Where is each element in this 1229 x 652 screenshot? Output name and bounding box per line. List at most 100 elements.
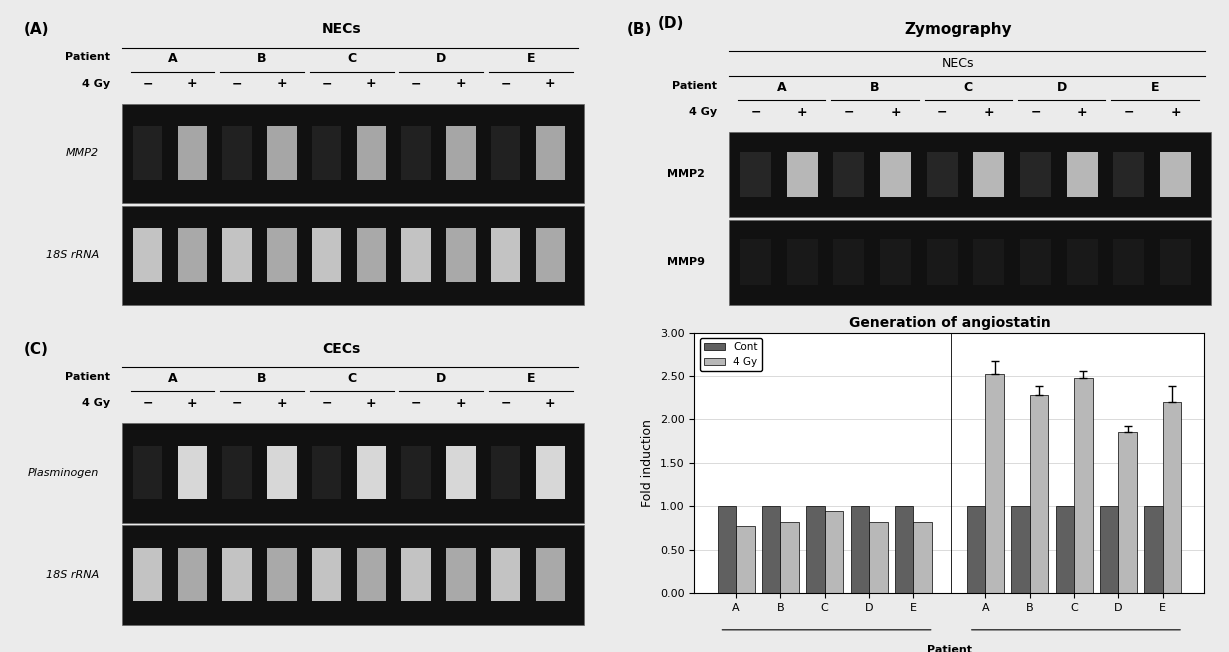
Bar — [825, 511, 843, 593]
Bar — [402, 446, 431, 499]
Text: −: − — [1030, 106, 1041, 119]
Bar — [536, 548, 565, 601]
Text: 4 Gy: 4 Gy — [82, 398, 111, 408]
Text: NECs: NECs — [322, 22, 361, 36]
Bar — [780, 522, 799, 593]
Text: −: − — [143, 77, 152, 90]
Bar — [177, 126, 206, 180]
Text: MMP2: MMP2 — [66, 148, 98, 158]
Bar — [312, 228, 342, 282]
Text: +: + — [366, 77, 376, 90]
Bar — [402, 548, 431, 601]
Text: +: + — [983, 106, 994, 119]
Text: −: − — [232, 77, 242, 90]
Bar — [740, 239, 771, 285]
Bar — [177, 446, 206, 499]
Bar — [880, 151, 911, 198]
Text: +: + — [456, 396, 466, 409]
Text: −: − — [843, 106, 854, 119]
Bar — [1163, 402, 1181, 593]
Bar — [718, 507, 736, 593]
Text: −: − — [143, 396, 152, 409]
Bar — [762, 507, 780, 593]
Text: −: − — [410, 77, 422, 90]
Bar — [446, 548, 476, 601]
Text: (B): (B) — [627, 22, 651, 37]
Text: +: + — [277, 396, 288, 409]
Text: +: + — [1077, 106, 1088, 119]
Bar — [267, 446, 296, 499]
Bar — [1113, 239, 1144, 285]
Text: E: E — [526, 372, 535, 385]
Bar — [402, 126, 431, 180]
Bar — [729, 220, 1211, 305]
Text: B: B — [257, 372, 267, 385]
Bar — [536, 446, 565, 499]
Bar — [967, 507, 986, 593]
Bar — [402, 228, 431, 282]
Text: −: − — [321, 77, 332, 90]
Bar — [833, 239, 864, 285]
Text: D: D — [436, 372, 446, 385]
Bar — [222, 228, 252, 282]
Bar — [1074, 378, 1093, 593]
Bar — [833, 151, 864, 198]
Bar — [1160, 239, 1191, 285]
Text: (A): (A) — [23, 22, 49, 37]
Bar — [267, 548, 296, 601]
Bar — [1160, 151, 1191, 198]
Bar — [122, 206, 584, 305]
Text: A: A — [168, 372, 177, 385]
Text: E: E — [1150, 80, 1159, 93]
Text: 18S rRNA: 18S rRNA — [45, 250, 98, 260]
Text: −: − — [1123, 106, 1134, 119]
Text: +: + — [456, 77, 466, 90]
Bar — [986, 374, 1004, 593]
Text: C: C — [347, 372, 356, 385]
Bar — [1030, 395, 1048, 593]
Y-axis label: Fold induction: Fold induction — [642, 419, 654, 507]
Bar — [1113, 151, 1144, 198]
Bar — [356, 548, 386, 601]
Bar — [356, 228, 386, 282]
Text: +: + — [546, 77, 556, 90]
Bar — [222, 548, 252, 601]
Text: MMP2: MMP2 — [667, 170, 705, 179]
Bar — [1056, 507, 1074, 593]
Bar — [490, 446, 520, 499]
Bar — [736, 526, 755, 593]
Text: −: − — [936, 106, 948, 119]
Bar — [895, 507, 913, 593]
Text: −: − — [750, 106, 761, 119]
Bar — [880, 239, 911, 285]
Text: +: + — [1170, 106, 1181, 119]
Bar — [913, 522, 932, 593]
Bar — [869, 522, 887, 593]
Legend: Cont, 4 Gy: Cont, 4 Gy — [699, 338, 762, 371]
Bar — [850, 507, 869, 593]
Bar — [536, 228, 565, 282]
Text: +: + — [277, 77, 288, 90]
Bar — [1067, 239, 1097, 285]
Bar — [133, 126, 162, 180]
Text: −: − — [410, 396, 422, 409]
Bar — [133, 228, 162, 282]
Bar — [1118, 432, 1137, 593]
Bar — [490, 126, 520, 180]
Text: +: + — [546, 396, 556, 409]
Bar — [267, 126, 296, 180]
Bar — [1144, 507, 1163, 593]
Bar — [1067, 151, 1097, 198]
Title: Generation of angiostatin: Generation of angiostatin — [848, 316, 1051, 330]
Bar — [787, 151, 817, 198]
Bar — [927, 151, 957, 198]
Bar — [806, 507, 825, 593]
Bar — [787, 239, 817, 285]
Text: B: B — [870, 80, 880, 93]
Text: (D): (D) — [658, 16, 683, 31]
Bar — [312, 126, 342, 180]
Text: +: + — [796, 106, 807, 119]
Text: C: C — [347, 52, 356, 65]
Bar — [1020, 151, 1051, 198]
Text: B: B — [257, 52, 267, 65]
